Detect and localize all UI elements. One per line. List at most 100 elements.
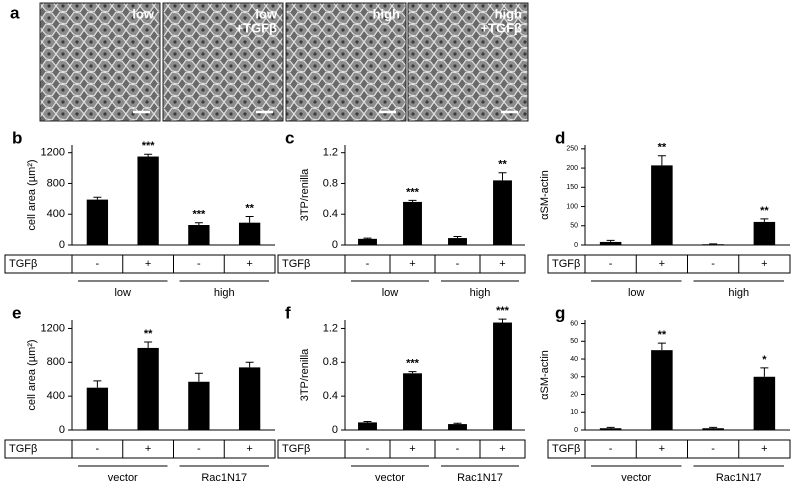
bar: [493, 180, 512, 245]
significance: ***: [192, 209, 206, 221]
y-tick-label: 400: [47, 208, 65, 220]
group-label: low: [628, 287, 645, 299]
treatment-sign: +: [246, 258, 252, 270]
bar: [702, 428, 724, 430]
group-label: vector: [375, 472, 405, 484]
y-tick-label: 0.4: [323, 208, 338, 220]
y-tick-label: 1.2: [323, 322, 338, 334]
y-tick-label: 100: [566, 203, 578, 210]
y-tick-label: 1200: [41, 147, 65, 159]
y-tick-label: 0: [59, 424, 65, 436]
bar: [86, 387, 109, 430]
panel-label: d: [555, 128, 565, 147]
y-tick-label: 10: [570, 409, 578, 416]
treatment-sign: -: [711, 443, 715, 455]
error-bar: [93, 380, 102, 388]
significance: ***: [496, 305, 510, 317]
image-label: low: [132, 6, 155, 21]
group-label: high: [728, 287, 749, 299]
error-bar: [606, 239, 615, 242]
y-tick-label: 0.8: [323, 177, 338, 189]
panel-label: g: [555, 303, 565, 322]
error-bar: [453, 422, 462, 425]
panel-label: e: [12, 303, 21, 322]
y-tick-label: 1200: [41, 322, 65, 334]
image-label: high: [495, 6, 522, 21]
micrograph: [162, 2, 284, 122]
y-tick-label: 0: [59, 239, 65, 251]
error-bar: [408, 371, 417, 374]
treatment-sign: -: [711, 258, 715, 270]
significance: **: [658, 142, 667, 154]
image-label: +TGFβ: [480, 20, 522, 35]
bar: [238, 367, 261, 430]
y-tick-label: 0: [332, 239, 338, 251]
treatment-label: TGFβ: [9, 443, 37, 455]
group-label: vector: [108, 472, 138, 484]
micrograph: [39, 2, 161, 122]
treatment-sign: +: [409, 258, 415, 270]
bar: [753, 376, 776, 430]
treatment-sign: -: [609, 443, 613, 455]
significance: *: [762, 354, 767, 366]
treatment-row: [4, 254, 276, 274]
error-bar: [144, 153, 153, 157]
bar: [238, 222, 261, 245]
bar: [358, 422, 377, 430]
panel-label: b: [12, 128, 22, 147]
treatment-sign: +: [409, 443, 415, 455]
treatment-sign: +: [499, 443, 505, 455]
treatment-sign: -: [456, 443, 460, 455]
treatment-sign: -: [96, 443, 100, 455]
y-axis-label: 3TP/renilla: [299, 348, 311, 401]
treatment-label: TGFβ: [282, 443, 310, 455]
treatment-row: [277, 254, 526, 274]
y-axis-label: cell area (µm²): [26, 159, 38, 230]
image-label: high: [373, 6, 400, 21]
treatment-row: [547, 254, 791, 274]
y-tick-label: 50: [570, 223, 578, 230]
panel-label: c: [285, 128, 294, 147]
treatment-sign: +: [659, 258, 665, 270]
error-bar: [363, 421, 372, 423]
y-tick-label: 0: [574, 427, 578, 434]
significance: **: [658, 329, 667, 341]
error-bar: [245, 216, 254, 223]
group-label: high: [470, 287, 491, 299]
significance: ***: [406, 186, 420, 198]
y-tick-label: 50: [570, 338, 578, 345]
error-bar: [657, 155, 666, 166]
group-label: vector: [621, 472, 651, 484]
treatment-sign: -: [456, 258, 460, 270]
bar: [137, 156, 159, 245]
y-tick-label: 0: [574, 242, 578, 249]
treatment-row: [277, 439, 526, 459]
y-tick-label: 1.2: [323, 147, 338, 159]
error-bar: [194, 222, 203, 225]
significance: **: [245, 202, 254, 214]
micrograph: [285, 2, 407, 122]
group-label: high: [214, 287, 235, 299]
treatment-sign: +: [761, 258, 767, 270]
bar: [493, 322, 512, 430]
error-bar: [709, 426, 718, 429]
bar: [403, 201, 422, 245]
bar: [599, 241, 622, 245]
y-tick-label: 800: [47, 356, 65, 368]
group-label: Rac1N17: [716, 472, 762, 484]
treatment-row: [4, 439, 276, 459]
bar: [86, 199, 109, 245]
bar: [448, 424, 467, 430]
treatment-label: TGFβ: [552, 258, 580, 270]
error-bar: [245, 361, 254, 368]
error-bar: [194, 372, 203, 382]
y-tick-label: 200: [566, 165, 578, 172]
treatment-label: TGFβ: [282, 258, 310, 270]
treatment-sign: -: [197, 443, 201, 455]
panel-label: f: [285, 303, 291, 322]
y-tick-label: 60: [570, 320, 578, 327]
group-label: low: [382, 287, 399, 299]
treatment-sign: +: [145, 258, 151, 270]
y-tick-label: 150: [566, 184, 578, 191]
